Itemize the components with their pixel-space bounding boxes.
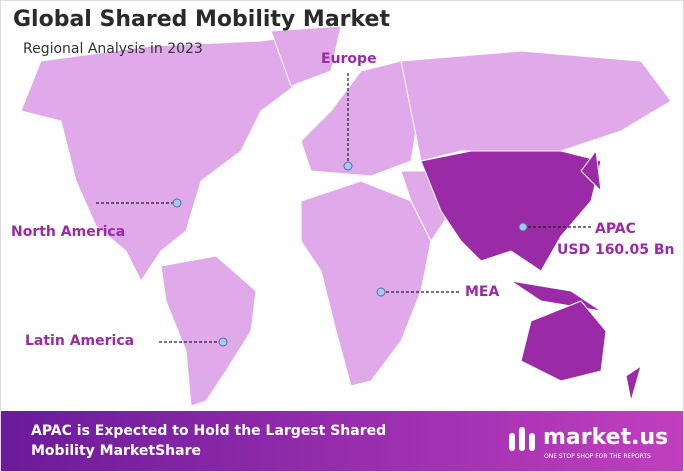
footer-band: [1, 411, 683, 471]
logo-icon: [509, 427, 535, 451]
leader-lines: [96, 73, 591, 343]
region-label: APAC: [595, 221, 636, 237]
logo: market.us: [543, 425, 669, 450]
title: Global Shared Mobility Market: [13, 7, 390, 32]
tagline: ONE STOP SHOP FOR THE REPORTS: [544, 453, 651, 460]
region-label: North America: [11, 224, 126, 240]
region-value: USD 160.05 Bn: [557, 242, 675, 258]
continents: [20, 25, 672, 407]
region-label: Latin America: [25, 333, 135, 349]
region-markers: [172, 161, 528, 347]
region-label: Europe: [321, 51, 377, 67]
footer-text: Mobility MarketShare: [31, 443, 201, 459]
apac-region: [420, 149, 642, 402]
subtitle: Regional Analysis in 2023: [23, 41, 203, 57]
region-label: MEA: [465, 284, 500, 300]
footer-text: APAC is Expected to Hold the Largest Sha…: [31, 423, 387, 439]
